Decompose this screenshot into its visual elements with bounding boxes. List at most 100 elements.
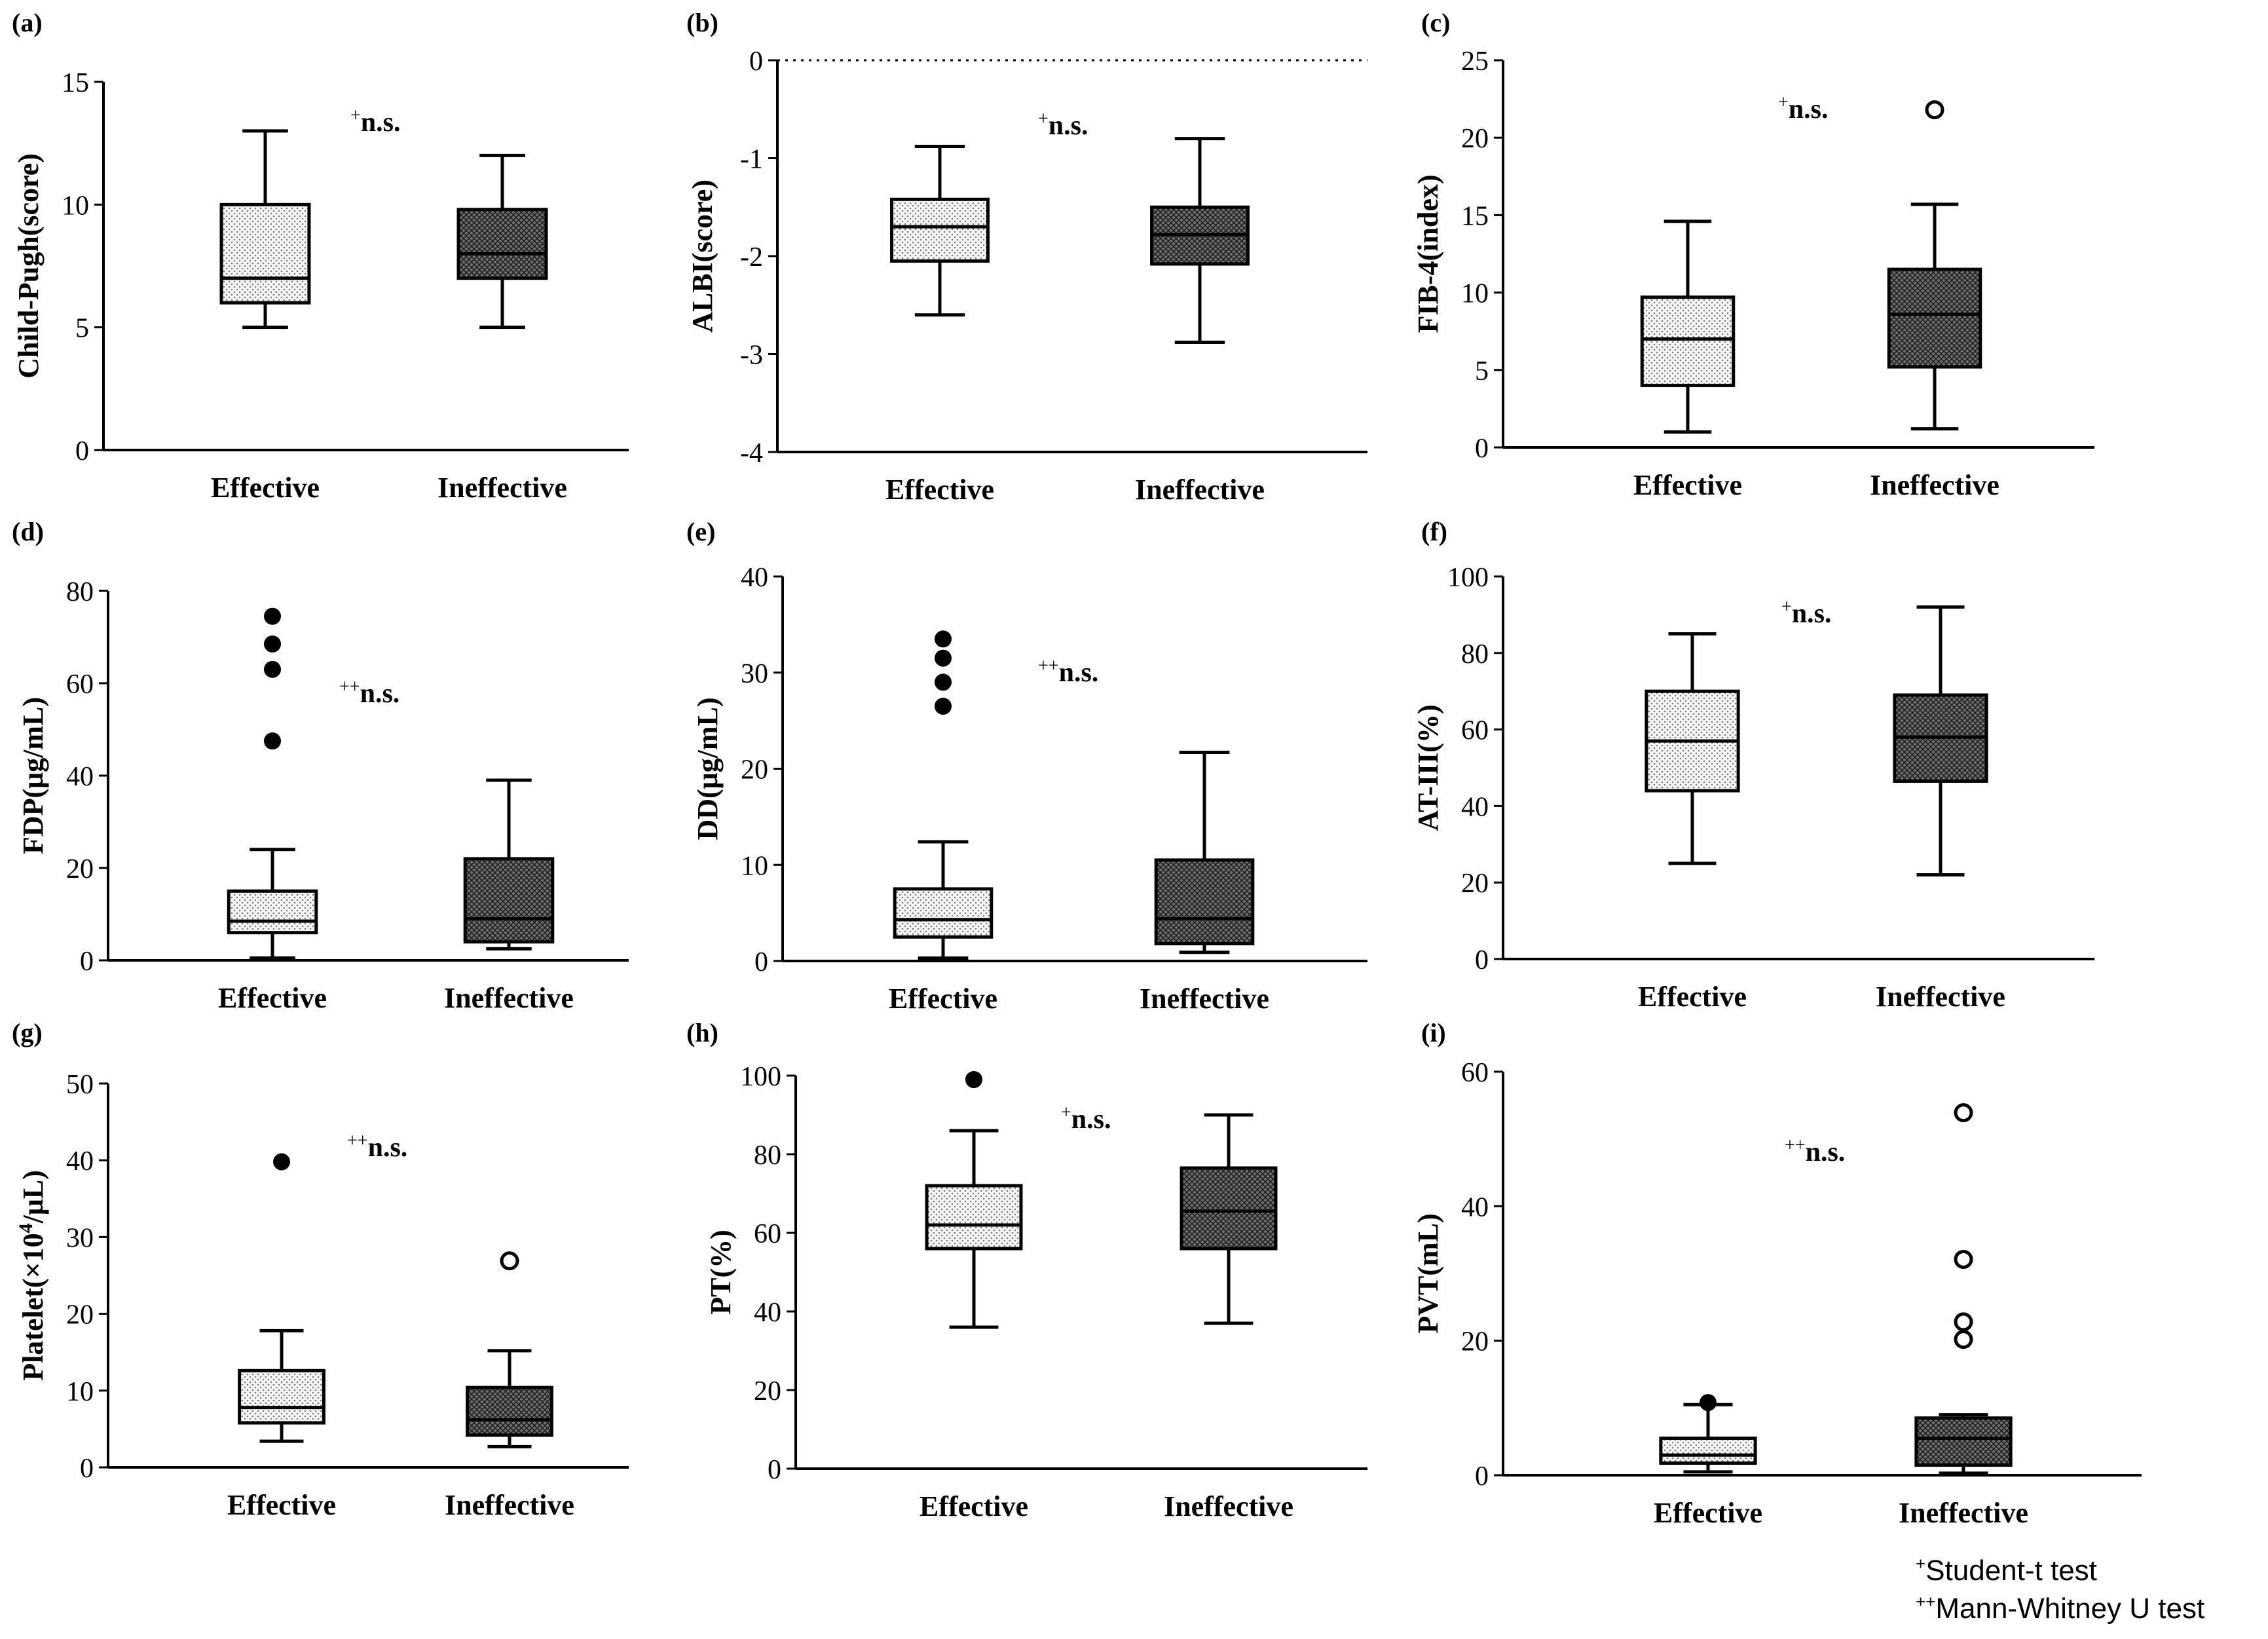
box-iqr	[1154, 858, 1255, 946]
panel-g: (g) 0 10 20 30 40 50 Platelet(×104/μL) Effective…	[12, 1018, 629, 1521]
panel-d: (d) 0 20 40 60 80 FDP(μg/mL) Effective Ineffecti…	[12, 517, 629, 1014]
significance-text: n.s.	[1049, 111, 1088, 141]
outlier-point	[1954, 1103, 1973, 1123]
significance-test-mark: ++	[1785, 1135, 1806, 1156]
box-effective	[1645, 632, 1740, 865]
footnote-text-1: Student-t test	[1925, 1554, 2097, 1587]
panel-label: (f)	[1421, 517, 1447, 546]
outlier-point	[1954, 1312, 1973, 1332]
box-ineffective	[1893, 605, 1988, 877]
box-effective	[1659, 1394, 1757, 1474]
y-tick-label: 10	[62, 191, 89, 221]
y-tick-label: 40	[1461, 792, 1489, 822]
significance-label: ++n.s.	[347, 1131, 407, 1163]
box-ineffective	[1154, 751, 1255, 954]
panel-e: (e) 0 10 20 30 40 DD(μg/mL) Effective Ineffectiv…	[686, 517, 1367, 1015]
x-tick-label-ineffective: Ineffective	[437, 472, 567, 504]
x-tick-label-effective: Effective	[1638, 981, 1747, 1013]
y-axis-label: FIB-4(index)	[1412, 175, 1444, 333]
footnote-mark-2: ++	[1916, 1592, 1936, 1611]
panel-label: (d)	[12, 517, 44, 546]
panel-label: (g)	[12, 1018, 43, 1047]
significance-test-mark: +	[1781, 597, 1792, 617]
outlier-point	[264, 660, 281, 678]
x-tick-label-ineffective: Ineffective	[1135, 474, 1265, 506]
y-tick-label: 40	[741, 563, 768, 593]
panel-h: (h) 0 20 40 60 80 100 PT(%) Effective Ineffective…	[686, 1018, 1367, 1522]
outlier-point	[935, 649, 952, 667]
y-tick-label: 20	[741, 755, 768, 785]
y-tick-label: 0	[754, 947, 768, 977]
outlier-point	[264, 607, 281, 625]
panel-f: (f) 0 20 40 60 80 100 AT-III(%) Effective Ineffec…	[1412, 517, 2094, 1013]
significance-text: n.s.	[1806, 1137, 1846, 1167]
significance-test-mark: ++	[347, 1131, 368, 1151]
box-iqr	[1180, 1166, 1278, 1251]
box-effective	[890, 145, 990, 317]
x-tick-label-effective: Effective	[1654, 1497, 1762, 1529]
y-tick-label: 10	[1461, 279, 1489, 309]
significance-label: +n.s.	[350, 105, 401, 138]
y-axis-label: Child-Pugh(score)	[12, 153, 45, 379]
box-effective	[227, 607, 318, 960]
y-tick-label: 50	[66, 1070, 94, 1100]
significance-text: n.s.	[361, 107, 401, 138]
footnote-mark-1: +	[1916, 1554, 1926, 1573]
box-iqr	[227, 889, 318, 935]
y-tick-label: 5	[1475, 356, 1489, 386]
box-ineffective	[1150, 137, 1250, 345]
y-tick-label: 20	[66, 854, 94, 884]
y-tick-label: 15	[62, 68, 89, 98]
significance-label: +n.s.	[1038, 109, 1088, 141]
outlier-point	[1925, 100, 1944, 120]
y-tick-label: 40	[754, 1298, 781, 1328]
box-iqr	[463, 857, 555, 944]
box-ineffective	[1180, 1113, 1278, 1325]
outlier-point	[264, 732, 281, 750]
y-tick-label: 0	[768, 1455, 781, 1485]
significance-test-mark: ++	[339, 677, 360, 697]
box-effective	[1640, 219, 1736, 434]
panel-i: (i) 0 20 40 60 PVT(mL) Effective Ineffective ++n…	[1412, 1018, 2142, 1529]
outlier-point	[1954, 1330, 1973, 1349]
y-axis-label: Platelet(×104/μL)	[15, 1170, 50, 1381]
significance-test-mark: ++	[1038, 656, 1059, 676]
outlier-point	[273, 1153, 290, 1171]
box-iqr	[1887, 267, 1982, 369]
x-tick-label-ineffective: Ineffective	[1876, 981, 2005, 1013]
box-ineffective	[456, 153, 548, 330]
x-tick-label-ineffective: Ineffective	[445, 1489, 574, 1521]
y-tick-label: 100	[1447, 563, 1489, 593]
panel-c: (c) 0 5 10 15 20 25 FIB-4(index) Effective Ineffe…	[1412, 8, 2094, 501]
box-iqr	[925, 1184, 1023, 1251]
significance-text: n.s.	[360, 679, 400, 709]
significance-label: ++n.s.	[1038, 656, 1098, 688]
outlier-point	[500, 1251, 519, 1271]
y-tick-label: 20	[1461, 124, 1489, 154]
y-tick-label: 20	[1461, 1327, 1489, 1357]
x-tick-label-ineffective: Ineffective	[1899, 1497, 2028, 1529]
y-tick-label: -2	[740, 242, 763, 273]
y-axis-label-tail: /μL)	[17, 1170, 49, 1224]
y-tick-label: 60	[754, 1219, 781, 1249]
x-tick-label-effective: Effective	[889, 983, 997, 1015]
footnote-text-2: Mann-Whitney U test	[1935, 1592, 2205, 1625]
y-tick-label: 60	[1461, 716, 1489, 746]
y-tick-label: 10	[66, 1377, 94, 1407]
outlier-point	[935, 673, 952, 691]
x-tick-label-effective: Effective	[218, 982, 327, 1014]
box-ineffective	[463, 778, 555, 951]
y-tick-label: 20	[754, 1376, 781, 1406]
x-tick-label-effective: Effective	[227, 1489, 336, 1521]
footnote-student-t: +Student-t test	[1916, 1554, 2097, 1587]
y-tick-label: 40	[66, 762, 94, 792]
y-tick-label: 80	[1461, 639, 1489, 669]
y-tick-label: 30	[66, 1223, 94, 1253]
panel-label: (i)	[1421, 1018, 1446, 1047]
y-axis-label: PT(%)	[705, 1230, 737, 1315]
box-iqr	[219, 202, 311, 305]
y-tick-label: 100	[740, 1062, 781, 1092]
y-tick-label: 0	[749, 47, 763, 77]
significance-text: n.s.	[1792, 599, 1832, 629]
